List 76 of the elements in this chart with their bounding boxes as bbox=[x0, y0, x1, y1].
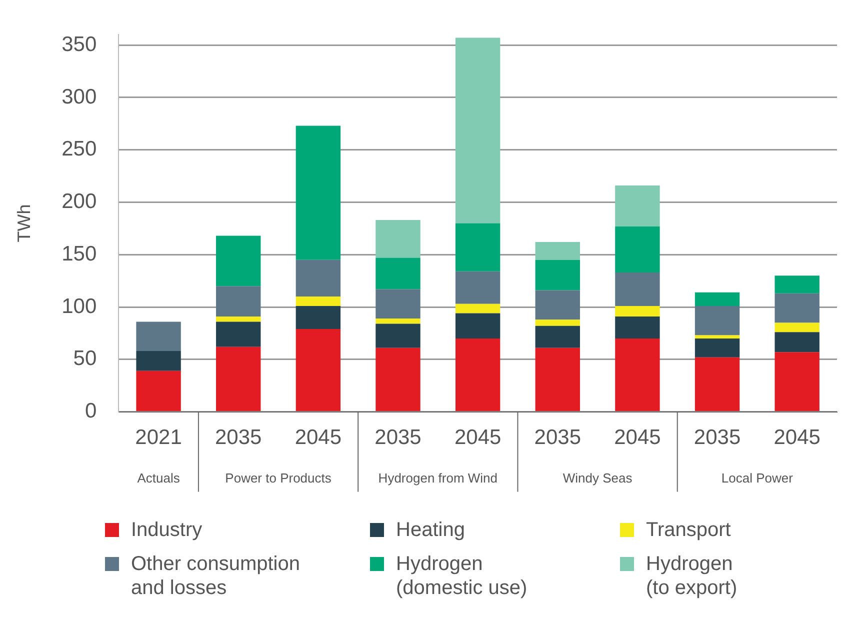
bar bbox=[376, 348, 420, 412]
x-tick-label: 2045 bbox=[454, 426, 502, 450]
bar bbox=[136, 351, 181, 371]
text: Power to Products bbox=[225, 470, 332, 486]
bar bbox=[535, 326, 580, 348]
y-tick-label: 150 bbox=[62, 242, 97, 266]
legend-label: Hydrogen (to export) bbox=[646, 552, 738, 600]
y-tick-label: 350 bbox=[62, 32, 97, 56]
y-tick-label: 0 bbox=[84, 400, 97, 423]
y-axis-title: TWh bbox=[14, 204, 34, 242]
bar bbox=[774, 332, 820, 352]
bar bbox=[535, 320, 580, 326]
legend-label: Transport bbox=[646, 518, 732, 542]
bar bbox=[455, 271, 500, 304]
y-tick-label: 50 bbox=[73, 347, 97, 370]
bar bbox=[774, 293, 820, 323]
x-tick-label: 2021 bbox=[135, 426, 182, 450]
bar bbox=[455, 304, 500, 314]
bar bbox=[376, 258, 420, 290]
bar bbox=[694, 292, 740, 306]
x-tick-label: 2045 bbox=[614, 426, 661, 450]
bar bbox=[296, 329, 341, 412]
bar bbox=[615, 226, 660, 272]
bar bbox=[216, 322, 261, 347]
bar bbox=[376, 324, 420, 348]
bar bbox=[216, 346, 261, 412]
legend-label: Other consumption and losses bbox=[131, 552, 301, 600]
x-tick-label: 2045 bbox=[294, 426, 342, 450]
bar bbox=[296, 260, 341, 297]
bar bbox=[535, 348, 580, 412]
text: Hydrogen from Wind bbox=[378, 470, 498, 486]
legend-label: Heating bbox=[396, 518, 466, 542]
bar bbox=[615, 338, 660, 412]
text: Windy Seas bbox=[562, 470, 633, 486]
bar bbox=[694, 306, 740, 336]
bar bbox=[296, 126, 341, 260]
bar bbox=[376, 318, 420, 324]
y-tick-label: 250 bbox=[62, 138, 97, 161]
bar bbox=[774, 352, 820, 412]
bar bbox=[535, 260, 580, 290]
bar bbox=[455, 338, 500, 412]
bar bbox=[216, 316, 261, 322]
bar bbox=[535, 290, 580, 320]
bar bbox=[694, 338, 740, 358]
bar bbox=[296, 306, 341, 330]
bar bbox=[774, 322, 820, 332]
x-tick-label: 2045 bbox=[774, 426, 820, 450]
bar bbox=[455, 223, 500, 272]
bar bbox=[376, 220, 420, 258]
bar bbox=[615, 306, 660, 316]
bar bbox=[455, 313, 500, 338]
y-tick-label: 100 bbox=[62, 294, 97, 318]
x-tick-label: 2035 bbox=[374, 426, 422, 450]
bar bbox=[774, 276, 820, 294]
text: Local Power bbox=[721, 470, 794, 486]
bar bbox=[615, 185, 660, 226]
bar bbox=[296, 296, 341, 306]
bar bbox=[136, 322, 181, 352]
bar bbox=[615, 316, 660, 338]
bar bbox=[216, 236, 261, 286]
bar bbox=[376, 289, 420, 319]
bar bbox=[216, 286, 261, 316]
bar bbox=[615, 272, 660, 306]
x-tick-label: 2035 bbox=[534, 426, 581, 450]
legend-label: Hydrogen (domestic use) bbox=[396, 552, 528, 600]
y-tick-label: 300 bbox=[62, 85, 97, 108]
bar bbox=[136, 370, 181, 412]
bar bbox=[694, 357, 740, 412]
bar bbox=[694, 335, 740, 338]
bar bbox=[535, 242, 580, 260]
y-tick-label: 200 bbox=[62, 190, 97, 214]
text: Actuals bbox=[137, 470, 180, 486]
x-tick-label: 2035 bbox=[215, 426, 262, 450]
legend-label: Industry bbox=[131, 518, 204, 542]
bar bbox=[455, 38, 500, 224]
x-tick-label: 2035 bbox=[694, 426, 741, 450]
